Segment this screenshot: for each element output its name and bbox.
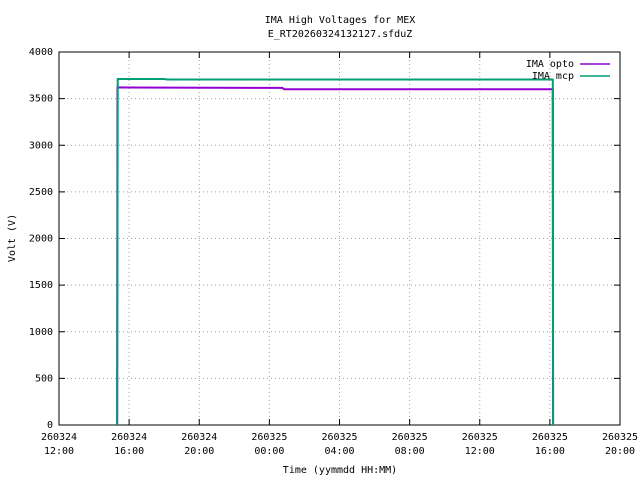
- x-tick-label: 260325 04:00: [321, 432, 358, 457]
- x-axis-label: Time (yymmdd HH:MM): [283, 465, 397, 476]
- plot-frame: [58, 51, 621, 426]
- y-tick-label: 3000: [29, 140, 53, 151]
- x-tick-label: 260325 20:00: [601, 432, 639, 457]
- y-axis-label: Volt (V): [7, 214, 18, 262]
- legend-label: IMA mcp: [532, 71, 574, 82]
- y-tick-label: 2000: [29, 234, 53, 245]
- y-tick-label: 4000: [29, 47, 53, 58]
- x-tick-label: 260324 12:00: [40, 432, 78, 457]
- data-line: [116, 78, 555, 426]
- x-tick-label: 260324 16:00: [111, 432, 148, 457]
- x-tick-label: 260325 16:00: [531, 432, 568, 457]
- y-tick-label: 3500: [29, 94, 53, 105]
- chart-title: IMA High Voltages for MEX: [265, 15, 416, 26]
- y-tick-label: 500: [35, 373, 53, 384]
- chart-subtitle: E_RT20260324132127.sfduZ: [268, 29, 413, 40]
- x-tick-label: 260325 08:00: [391, 432, 428, 457]
- y-tick-label: 1500: [29, 280, 53, 291]
- y-tick-label: 2500: [29, 187, 53, 198]
- x-tick-label: 260325 12:00: [461, 432, 498, 457]
- x-tick-label: 260325 00:00: [251, 432, 288, 457]
- y-tick-label: 1000: [29, 327, 53, 338]
- y-tick-label: 0: [47, 420, 53, 431]
- data-line: [116, 86, 555, 426]
- legend-label: IMA opto: [526, 59, 574, 70]
- x-tick-label: 260324 20:00: [181, 432, 218, 457]
